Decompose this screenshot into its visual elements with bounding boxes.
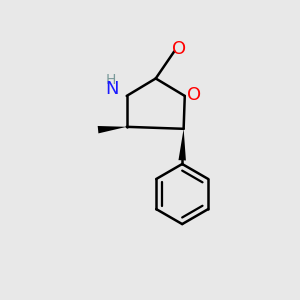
Text: O: O: [187, 86, 201, 104]
Polygon shape: [98, 126, 127, 134]
Text: O: O: [172, 40, 187, 58]
Text: N: N: [105, 80, 119, 98]
Text: H: H: [106, 73, 116, 87]
Polygon shape: [178, 129, 186, 160]
